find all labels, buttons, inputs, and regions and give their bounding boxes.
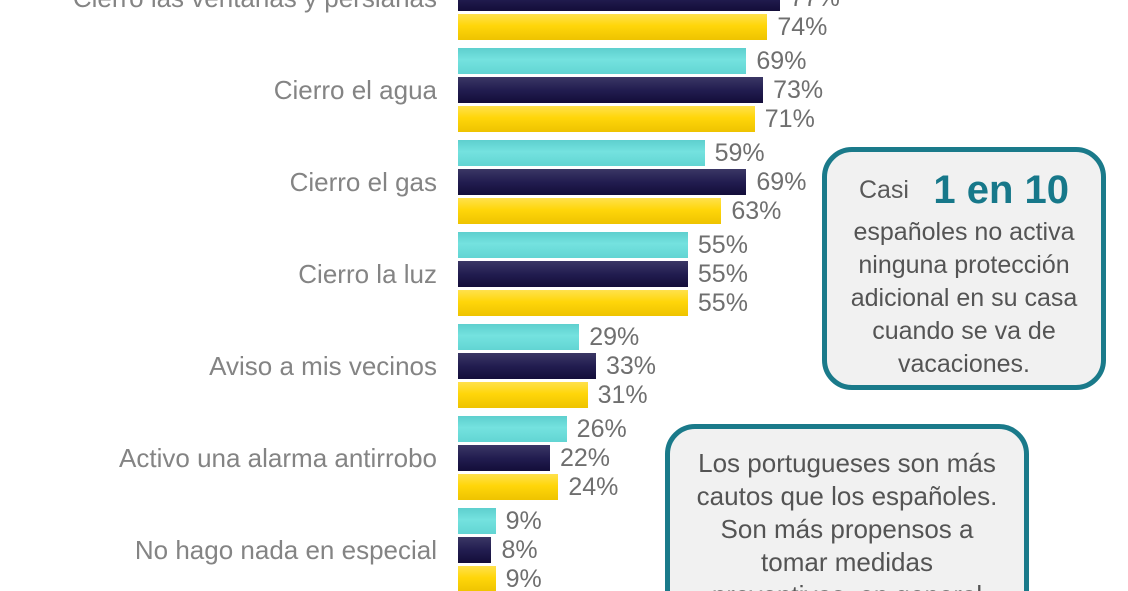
bar-teal [458,48,747,74]
category-label: Cierro el gas [289,167,437,197]
bar-value-label: 8% [501,536,538,564]
callout-body-line: tomar medidas [761,547,933,577]
category-label: Cierro el agua [273,75,437,105]
bar-yellow [458,198,722,224]
bar-value-label: 69% [756,168,807,196]
bar-value-label: 73% [773,76,824,104]
bar-yellow [458,382,588,408]
bar-yellow [458,474,559,500]
callout-body-line: preventivas, en general [670,579,1024,591]
bar-yellow [458,106,755,132]
bar-navy [458,261,688,287]
bar-navy [458,445,550,471]
callout-body-line: cautos que los españoles. [696,481,998,511]
bar-navy [458,169,747,195]
bar-value-label: 29% [589,323,640,351]
bar-teal [458,232,688,258]
bar-value-label: 26% [576,415,627,443]
callout-body-line: españoles no activa [853,218,1075,246]
bar-value-label: 9% [505,507,542,535]
bar-teal [458,324,580,350]
callout-portuguese: Los portugueses son más cautos que los e… [665,424,1029,591]
category-label: Cierro las ventanas y persianas [0,0,443,13]
callout-body-line: Son más propensos a [720,514,974,544]
callout-prefix-text: Casi [858,176,909,204]
bar-value-label: 24% [568,473,619,501]
bar-yellow [458,566,496,591]
bar-teal [458,140,705,166]
bar-navy [458,537,492,563]
bar-teal [458,416,567,442]
bar-value-label: 77% [790,0,840,12]
callout-body-line: adicional en su casa [850,284,1078,312]
bar-value-label: 22% [559,444,610,472]
bar-value-label: 33% [605,352,656,380]
bar-value-label: 55% [697,231,748,259]
bar-value-label: 59% [714,139,765,167]
category-label: No hago nada en especial [134,535,437,565]
callout-body-line: cuando se va de [872,317,1056,345]
bar-value-label: 9% [505,565,542,591]
bar-yellow [458,14,768,40]
category-label: Activo una alarma antirrobo [119,443,437,473]
bar-value-label: 55% [697,260,748,288]
bar-yellow [458,290,688,316]
bar-value-label: 74% [777,13,828,41]
callout-one-in-ten: Casi 1 en 10 españoles no activa ninguna… [822,147,1106,390]
category-label: Cierro la luz [298,259,437,289]
bar-value-label: 69% [756,47,807,75]
category-label: Aviso a mis vecinos [209,351,437,381]
bar-navy [458,77,764,103]
bar-value-label: 63% [731,197,782,225]
callout-body-line: ninguna protección [858,251,1070,279]
callout-highlight-text: 1 en 10 [933,168,1070,212]
callout-body-line: vacaciones. [897,350,1031,378]
callout-body-line: Los portugueses son más [698,448,996,478]
bar-value-label: 71% [764,105,815,133]
bar-value-label: 55% [697,289,748,317]
bar-navy [458,353,596,379]
bar-teal [458,508,496,534]
bar-navy [458,0,780,11]
callout-headline: Casi 1 en 10 [827,164,1101,216]
bar-value-label: 31% [597,381,648,409]
